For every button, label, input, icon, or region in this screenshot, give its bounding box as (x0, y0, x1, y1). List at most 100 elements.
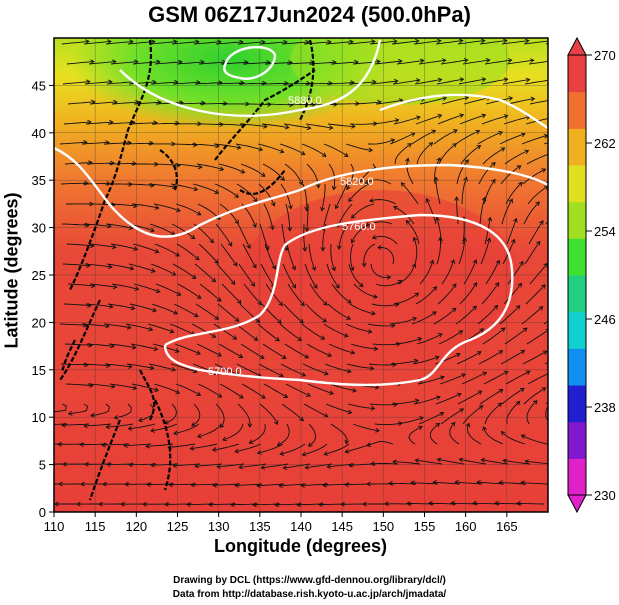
streamline-arrow (520, 350, 526, 355)
streamline (259, 223, 269, 250)
streamline (426, 198, 437, 225)
svg-text:5820.0: 5820.0 (340, 176, 374, 188)
streamline (551, 224, 569, 244)
streamline-arrow (301, 372, 307, 377)
streamline (392, 79, 420, 85)
streamline (345, 143, 373, 151)
streamline (81, 323, 109, 327)
streamline (326, 82, 355, 85)
streamline (149, 223, 176, 235)
streamline (433, 307, 457, 325)
streamline (86, 162, 115, 165)
y-tick-label: 5 (39, 458, 46, 473)
svg-text:5700.0: 5700.0 (208, 366, 242, 378)
streamline (456, 351, 482, 365)
streamline-arrow (98, 501, 103, 507)
streamline-arrow (530, 96, 536, 102)
streamline (265, 103, 294, 106)
streamline (348, 81, 376, 85)
streamline (436, 237, 441, 265)
streamline (64, 162, 93, 165)
streamline (151, 122, 180, 125)
streamline-arrow (486, 237, 492, 243)
streamline (411, 130, 436, 145)
streamline (215, 41, 243, 45)
streamline (258, 363, 284, 377)
streamline (54, 423, 68, 425)
streamline-arrow (120, 501, 125, 507)
streamline-arrow (128, 225, 134, 231)
streamline (262, 163, 285, 181)
streamline (324, 363, 351, 373)
streamline-arrow (57, 441, 62, 447)
streamline (128, 81, 156, 85)
streamline-arrow (149, 365, 155, 371)
streamline (529, 263, 548, 285)
streamline-arrow (169, 328, 175, 334)
streamline (394, 337, 422, 345)
streamline-arrow (222, 436, 227, 442)
colorbar-band (568, 311, 586, 349)
streamline (213, 323, 237, 340)
streamline-arrow (459, 77, 465, 83)
streamline-arrow (450, 500, 455, 506)
colorbar-tick-label: 238 (594, 400, 616, 415)
streamline-arrow (472, 500, 477, 506)
streamline-arrow (201, 100, 206, 106)
streamline (280, 183, 292, 209)
streamline (413, 396, 441, 405)
streamline (174, 343, 201, 355)
streamline (460, 145, 481, 165)
streamline-arrow (127, 425, 133, 431)
streamline (435, 40, 463, 45)
streamline (349, 303, 376, 315)
streamline (372, 235, 398, 245)
streamline (132, 243, 159, 253)
streamline-arrow (370, 405, 376, 411)
streamline-arrow (394, 118, 400, 123)
streamline-arrow (142, 501, 147, 507)
streamline (330, 423, 348, 444)
streamline (329, 383, 357, 392)
streamline-arrow (324, 370, 329, 376)
streamline-arrow (429, 259, 435, 265)
streamline-arrow (375, 427, 380, 433)
streamline-arrow (351, 123, 356, 129)
streamline (352, 60, 380, 65)
streamline (150, 81, 178, 85)
streamline (164, 403, 177, 424)
streamline-arrow (124, 481, 129, 487)
streamline (521, 434, 548, 445)
streamline-arrow (271, 264, 277, 270)
streamline-arrow (459, 113, 465, 118)
streamline-arrow (132, 385, 138, 391)
streamline-arrow (520, 480, 525, 486)
streamline-arrow (315, 183, 321, 189)
streamline-arrow (150, 427, 155, 433)
streamline-arrow (219, 166, 225, 172)
streamline (106, 263, 134, 270)
streamline (458, 78, 486, 85)
streamline-arrow (320, 206, 325, 212)
streamline-arrow (519, 260, 524, 266)
streamline (196, 343, 222, 357)
y-tick-label: 45 (32, 78, 46, 93)
x-tick-label: 165 (496, 519, 518, 534)
streamline (483, 371, 509, 385)
streamline-arrow (175, 389, 181, 395)
streamline (239, 303, 260, 323)
streamline-arrow (134, 59, 139, 65)
streamline-arrow (433, 176, 439, 182)
streamline (396, 416, 424, 425)
streamline-arrow (76, 501, 81, 507)
streamline-arrow (549, 116, 553, 120)
streamline-arrow (146, 482, 151, 487)
streamline (170, 183, 198, 191)
streamline (393, 116, 421, 125)
streamline (506, 218, 517, 245)
streamline (388, 482, 417, 485)
streamline-arrow (62, 461, 67, 467)
streamline-arrow (150, 462, 155, 468)
streamline (330, 61, 358, 65)
streamline-arrow (262, 80, 267, 86)
